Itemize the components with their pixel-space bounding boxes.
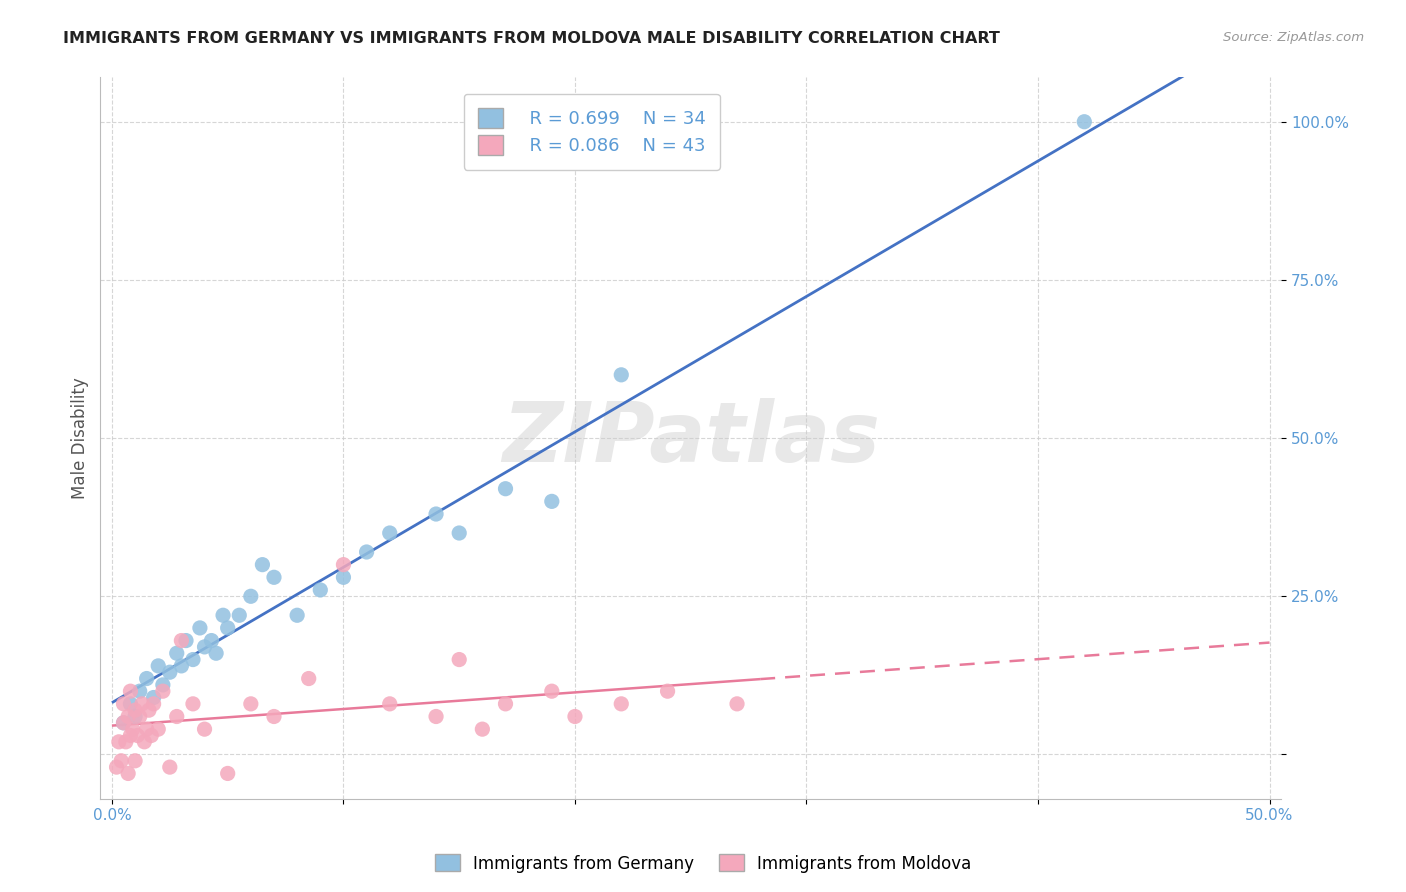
Point: [495, 697, 517, 711]
Point: [152, 678, 174, 692]
Point: [181, 697, 204, 711]
Point: [121, 722, 143, 736]
Point: [471, 722, 494, 736]
Point: [239, 697, 262, 711]
Point: [610, 368, 633, 382]
Legend:   R = 0.699    N = 34,   R = 0.086    N = 43: R = 0.699 N = 34, R = 0.086 N = 43: [464, 94, 720, 169]
Point: [188, 621, 211, 635]
Point: [309, 582, 332, 597]
Point: [112, 715, 135, 730]
Point: [166, 709, 188, 723]
Point: [332, 570, 354, 584]
Point: [332, 558, 354, 572]
Point: [105, 760, 128, 774]
Point: [124, 703, 146, 717]
Point: [134, 735, 156, 749]
Point: [378, 697, 401, 711]
Point: [725, 697, 748, 711]
Point: [117, 709, 139, 723]
Point: [378, 526, 401, 541]
Point: [356, 545, 378, 559]
Point: [205, 646, 228, 660]
Point: [120, 729, 142, 743]
Text: ZIPatlas: ZIPatlas: [502, 398, 880, 479]
Point: [138, 703, 160, 717]
Point: [193, 722, 215, 736]
Point: [148, 722, 170, 736]
Point: [657, 684, 679, 698]
Point: [120, 697, 142, 711]
Point: [128, 684, 150, 698]
Point: [449, 652, 471, 666]
Point: [135, 722, 157, 736]
Point: [285, 608, 308, 623]
Point: [124, 754, 146, 768]
Point: [152, 684, 174, 698]
Point: [114, 735, 136, 749]
Point: [131, 697, 153, 711]
Point: [540, 494, 562, 508]
Point: [141, 729, 163, 743]
Point: [449, 526, 471, 541]
Point: [142, 697, 165, 711]
Point: [174, 633, 197, 648]
Legend: Immigrants from Germany, Immigrants from Moldova: Immigrants from Germany, Immigrants from…: [427, 847, 979, 880]
Point: [170, 659, 193, 673]
Point: [212, 608, 235, 623]
Point: [217, 766, 239, 780]
Y-axis label: Male Disability: Male Disability: [72, 377, 89, 499]
Point: [159, 665, 181, 680]
Point: [124, 709, 146, 723]
Point: [128, 709, 150, 723]
Point: [610, 697, 633, 711]
Point: [148, 659, 170, 673]
Point: [159, 760, 181, 774]
Point: [181, 652, 204, 666]
Point: [228, 608, 250, 623]
Point: [540, 684, 562, 698]
Text: Source: ZipAtlas.com: Source: ZipAtlas.com: [1223, 31, 1364, 45]
Point: [112, 697, 135, 711]
Point: [117, 766, 139, 780]
Point: [263, 709, 285, 723]
Point: [298, 672, 321, 686]
Point: [425, 709, 447, 723]
Point: [495, 482, 517, 496]
Point: [193, 640, 215, 654]
Point: [112, 715, 135, 730]
Point: [142, 690, 165, 705]
Point: [217, 621, 239, 635]
Point: [200, 633, 222, 648]
Point: [170, 633, 193, 648]
Point: [252, 558, 274, 572]
Point: [564, 709, 586, 723]
Point: [135, 672, 157, 686]
Point: [120, 684, 142, 698]
Point: [239, 589, 262, 603]
Point: [110, 754, 132, 768]
Text: IMMIGRANTS FROM GERMANY VS IMMIGRANTS FROM MOLDOVA MALE DISABILITY CORRELATION C: IMMIGRANTS FROM GERMANY VS IMMIGRANTS FR…: [63, 31, 1000, 46]
Point: [1073, 114, 1095, 128]
Point: [108, 735, 131, 749]
Point: [263, 570, 285, 584]
Point: [425, 507, 447, 521]
Point: [127, 729, 149, 743]
Point: [166, 646, 188, 660]
